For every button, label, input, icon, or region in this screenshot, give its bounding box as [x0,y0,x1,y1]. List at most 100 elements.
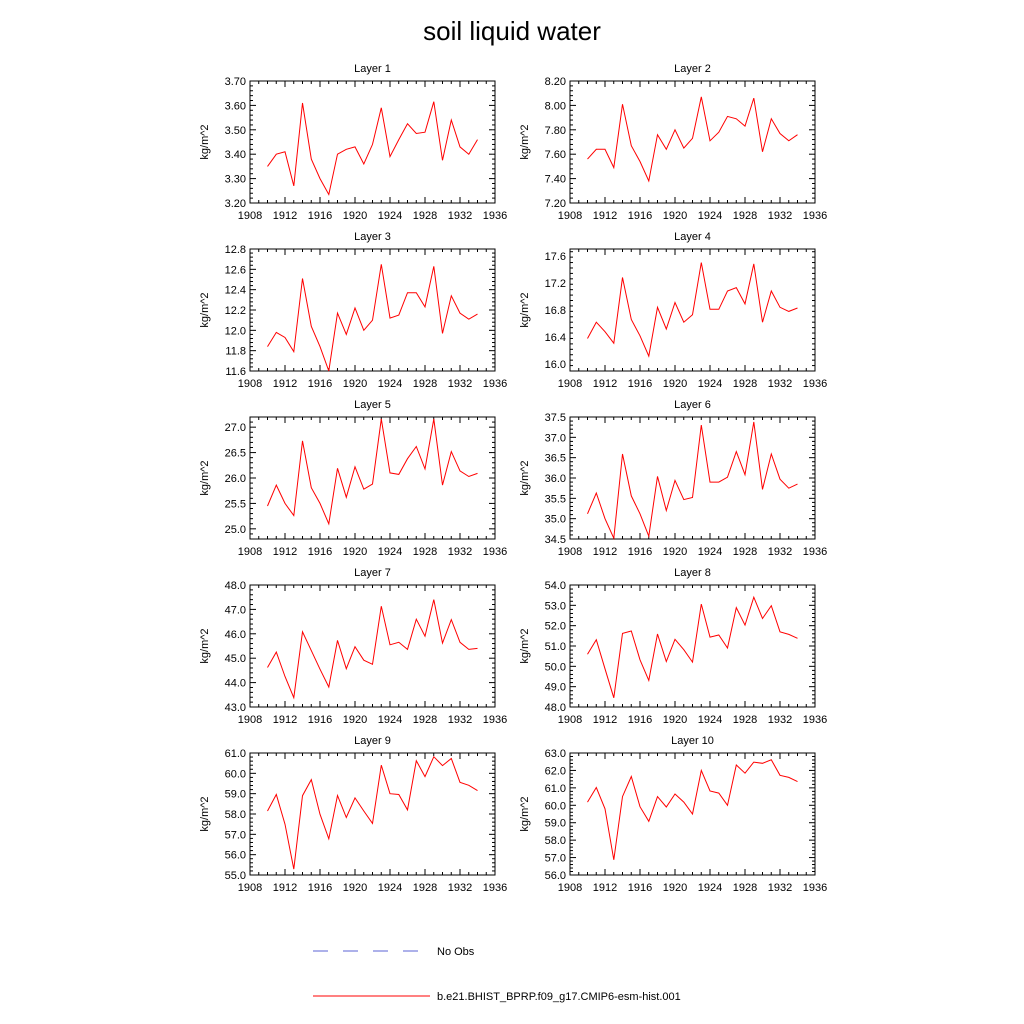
x-tick-label: 1924 [378,882,402,894]
x-tick-label: 1920 [663,882,687,894]
y-axis-label: kg/m^2 [199,292,211,327]
x-tick-label: 1912 [593,378,617,390]
x-tick-label: 1932 [768,210,792,222]
x-tick-label: 1924 [378,378,402,390]
plot-frame [249,584,496,708]
x-tick-label: 1928 [413,378,437,390]
panel-title: Layer 3 [354,231,391,243]
plot-frame [569,80,816,204]
y-tick-label: 3.60 [225,100,246,112]
y-tick-label: 37.5 [545,412,566,424]
x-tick-label: 1920 [663,378,687,390]
series-line [587,262,798,358]
panel-layer-1: Layer 1 kg/m^2 1908 1912 1916 1920 1924 1928 193… [199,63,507,222]
y-tick-label: 7.40 [545,174,566,186]
y-tick-label: 7.20 [545,198,566,210]
y-tick-label: 16.4 [545,332,566,344]
y-tick-label: 59.0 [225,789,246,801]
y-tick-label: 8.00 [545,100,566,112]
y-tick-label: 16.0 [545,359,566,371]
x-tick-label: 1924 [378,210,402,222]
x-tick-label: 1936 [483,882,507,894]
x-tick-label: 1916 [628,210,652,222]
x-tick-label: 1916 [308,378,332,390]
x-tick-label: 1936 [803,714,827,726]
y-tick-label: 7.80 [545,125,566,137]
y-axis-label: kg/m^2 [519,460,531,495]
y-tick-label: 60.0 [545,800,566,812]
x-tick-label: 1920 [663,714,687,726]
y-tick-label: 17.2 [545,278,566,290]
y-tick-label: 49.0 [545,682,566,694]
x-tick-label: 1924 [698,546,722,558]
x-tick-label: 1928 [413,882,437,894]
y-tick-label: 35.5 [545,493,566,505]
legend-label-model-run: b.e21.BHIST_BPRP.f09_g17.CMIP6-esm-hist.… [437,991,681,1003]
y-tick-label: 48.0 [545,702,566,714]
y-tick-label: 36.0 [545,473,566,485]
plot-frame [569,584,816,708]
panel-layer-2: Layer 2 kg/m^2 1908 1912 1916 1920 1924 1928 193… [519,63,827,222]
x-tick-label: 1916 [628,546,652,558]
x-tick-label: 1912 [273,714,297,726]
y-tick-label: 12.0 [225,325,246,337]
y-tick-label: 48.0 [225,580,246,592]
series-line [267,264,478,372]
x-tick-label: 1908 [238,210,262,222]
x-tick-label: 1916 [628,882,652,894]
series-line [267,101,478,196]
x-tick-label: 1928 [733,378,757,390]
x-tick-label: 1932 [448,546,472,558]
y-axis-label: kg/m^2 [199,628,211,663]
plot-frame [569,416,816,540]
y-tick-label: 54.0 [545,580,566,592]
y-tick-label: 26.0 [225,473,246,485]
x-tick-label: 1924 [698,882,722,894]
y-tick-label: 58.0 [225,809,246,821]
x-tick-label: 1916 [308,546,332,558]
y-tick-label: 3.40 [225,149,246,161]
x-tick-label: 1932 [448,714,472,726]
plot-frame [569,248,816,372]
x-tick-label: 1920 [343,882,367,894]
x-tick-label: 1936 [483,714,507,726]
panel-title: Layer 9 [354,735,391,747]
y-tick-label: 11.6 [225,366,246,378]
panel-layer-5: Layer 5 kg/m^2 1908 1912 1916 1920 1924 1928 193… [199,399,507,558]
x-tick-label: 1936 [483,546,507,558]
y-tick-label: 36.5 [545,453,566,465]
y-tick-label: 3.50 [225,125,246,137]
x-tick-label: 1928 [733,210,757,222]
plot-frame [249,416,496,540]
series-line [267,418,478,526]
panel-title: Layer 6 [674,399,711,411]
x-tick-label: 1916 [308,210,332,222]
x-tick-label: 1912 [273,546,297,558]
y-tick-label: 34.5 [545,534,566,546]
panels-grid: Layer 1 kg/m^2 1908 1912 1916 1920 1924 1928 193… [199,63,827,894]
x-tick-label: 1924 [698,210,722,222]
y-tick-label: 17.6 [545,251,566,263]
x-tick-label: 1916 [308,882,332,894]
x-tick-label: 1932 [448,882,472,894]
x-tick-label: 1932 [768,882,792,894]
y-tick-label: 45.0 [225,653,246,665]
y-tick-label: 27.0 [225,422,246,434]
x-tick-label: 1916 [628,378,652,390]
y-tick-label: 12.4 [225,285,246,297]
y-tick-label: 26.5 [225,448,246,460]
y-tick-label: 55.0 [225,870,246,882]
y-tick-label: 52.0 [545,621,566,633]
x-tick-label: 1924 [378,546,402,558]
y-axis-label: kg/m^2 [199,124,211,159]
x-tick-label: 1936 [803,882,827,894]
x-tick-label: 1936 [483,378,507,390]
x-tick-label: 1908 [238,714,262,726]
x-tick-label: 1928 [733,882,757,894]
legend-label-no-obs: No Obs [437,946,475,958]
x-tick-label: 1908 [558,210,582,222]
y-tick-label: 3.70 [225,76,246,88]
y-tick-label: 8.20 [545,76,566,88]
y-tick-label: 56.0 [545,870,566,882]
